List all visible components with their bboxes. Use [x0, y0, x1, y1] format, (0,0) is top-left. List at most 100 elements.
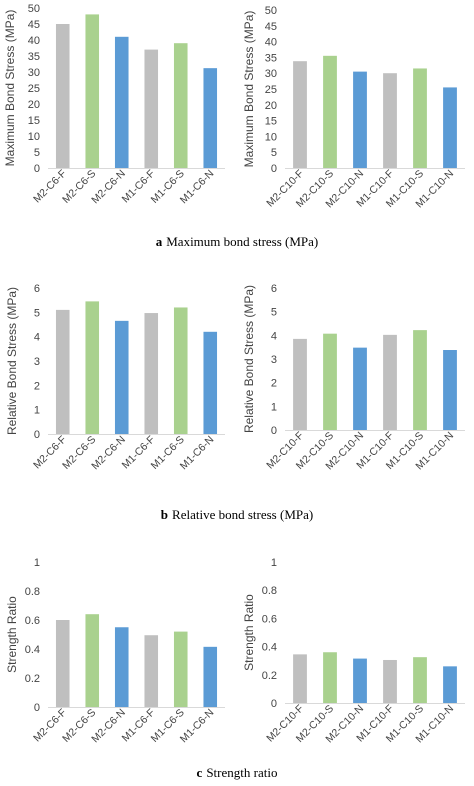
bar-m1-c10-n	[443, 666, 457, 703]
bar-m1-c10-s	[413, 68, 427, 168]
y-tick-label: 0.4	[262, 642, 277, 654]
caption-c: c Strength ratio	[0, 765, 474, 781]
y-tick-label: 35	[265, 52, 277, 64]
caption-c-text: Strength ratio	[206, 765, 278, 780]
y-tick-label: 3	[271, 354, 277, 366]
bar-m2-c6-n	[114, 320, 129, 434]
y-tick-label: 20	[265, 100, 277, 112]
caption-b-text: Relative bond stress (MPa)	[172, 507, 314, 522]
y-axis-label: Maximum Bond Stress (MPa)	[242, 11, 256, 168]
bar-m2-c10-n	[353, 658, 367, 703]
y-tick-label: 6	[34, 283, 40, 295]
bar-m1-c10-s	[413, 657, 427, 703]
bar-m1-c6-f	[144, 49, 159, 168]
y-tick-label: 4	[34, 332, 40, 344]
bar-m1-c6-n	[203, 68, 218, 168]
y-tick-label: 10	[28, 131, 40, 143]
bar-m2-c6-f	[55, 24, 70, 168]
bar-m1-c6-f	[144, 635, 159, 707]
y-tick-label: 15	[265, 116, 277, 128]
y-tick-label: 1	[34, 557, 40, 569]
bar-m2-c6-n	[114, 627, 129, 707]
bar-m2-c10-n	[353, 347, 367, 430]
y-tick-label: 2	[271, 378, 277, 390]
y-tick-label: 45	[28, 19, 40, 31]
y-tick-label: 6	[271, 283, 277, 295]
bar-m2-c6-f	[55, 620, 70, 707]
y-tick-label: 0.4	[25, 644, 40, 656]
y-tick-label: 5	[34, 147, 40, 159]
y-tick-label: 3	[34, 356, 40, 368]
y-tick-label: 0.8	[25, 586, 40, 598]
y-tick-label: 5	[34, 307, 40, 319]
bar-m2-c10-f	[293, 338, 307, 430]
y-tick-label: 0.6	[25, 615, 40, 627]
y-tick-label: 1	[34, 405, 40, 417]
y-tick-label: 25	[28, 83, 40, 95]
bar-m1-c6-s	[173, 43, 188, 169]
y-tick-label: 35	[28, 51, 40, 63]
caption-a-text: Maximum bond stress (MPa)	[166, 234, 319, 249]
y-axis-label: Relative Bond Stress (MPa)	[242, 285, 256, 433]
caption-b-letter: b	[160, 507, 169, 522]
bar-m2-c6-n	[114, 36, 129, 168]
caption-a-letter: a	[155, 234, 163, 249]
max-bond-stress-c6-chart: 0 5 10 15 20 25 30 35 40 45 50 Maximum Bond Stress …	[3, 3, 225, 206]
bar-m2-c10-s	[323, 55, 337, 168]
bar-m1-c10-s	[413, 330, 427, 430]
y-tick-label: 1	[271, 401, 277, 413]
y-tick-label: 20	[28, 99, 40, 111]
bar-m1-c6-f	[144, 313, 159, 434]
y-tick-label: 2	[34, 380, 40, 392]
caption-c-letter: c	[196, 765, 203, 780]
y-tick-label: 0	[34, 429, 40, 441]
y-tick-label: 5	[271, 307, 277, 319]
y-tick-label: 4	[271, 330, 277, 342]
y-tick-label: 45	[265, 21, 277, 33]
y-axis-label: Maximum Bond Stress (MPa)	[3, 10, 17, 167]
y-tick-label: 0.2	[262, 670, 277, 682]
y-tick-label: 5	[271, 147, 277, 159]
bar-m2-c6-f	[55, 309, 70, 434]
bar-m1-c6-n	[203, 646, 218, 707]
bar-m1-c10-f	[383, 73, 397, 168]
bar-m1-c10-f	[383, 334, 397, 430]
bar-m2-c10-f	[293, 654, 307, 703]
bar-m1-c10-n	[443, 87, 457, 168]
y-tick-label: 0	[34, 702, 40, 714]
y-tick-label: 30	[28, 67, 40, 79]
bar-m2-c10-f	[293, 61, 307, 168]
y-tick-label: 30	[265, 68, 277, 80]
y-tick-label: 0.2	[25, 673, 40, 685]
bar-m1-c6-s	[173, 631, 188, 707]
y-tick-label: 0	[271, 698, 277, 710]
bar-m2-c6-s	[85, 614, 100, 707]
y-tick-label: 0	[34, 163, 40, 175]
y-tick-label: 0.6	[262, 613, 277, 625]
y-tick-label: 0.8	[262, 585, 277, 597]
y-tick-label: 0	[271, 425, 277, 437]
caption-a: a Maximum bond stress (MPa)	[0, 234, 474, 250]
y-tick-label: 40	[265, 37, 277, 49]
bar-m1-c10-f	[383, 659, 397, 703]
bar-m1-c10-n	[443, 350, 457, 430]
y-axis-label: Strength Ratio	[5, 596, 19, 673]
y-axis-label: Strength Ratio	[242, 594, 256, 671]
bar-m2-c6-s	[85, 301, 100, 434]
y-tick-label: 40	[28, 35, 40, 47]
bar-m2-c6-s	[85, 14, 100, 169]
bar-m2-c10-n	[353, 71, 367, 168]
max-bond-stress-c10-chart: 0 5 10 15 20 25 30 35 40 45 50 Maximum Bond Stress …	[242, 5, 465, 210]
y-tick-label: 50	[265, 5, 277, 17]
y-tick-label: 25	[265, 84, 277, 96]
bar-m2-c10-s	[323, 333, 337, 430]
bar-m2-c10-s	[323, 652, 337, 703]
y-tick-label: 1	[271, 557, 277, 569]
bar-m1-c6-s	[173, 307, 188, 434]
caption-b: b Relative bond stress (MPa)	[0, 507, 474, 523]
y-axis-label: Relative Bond Stress (MPa)	[5, 287, 19, 435]
